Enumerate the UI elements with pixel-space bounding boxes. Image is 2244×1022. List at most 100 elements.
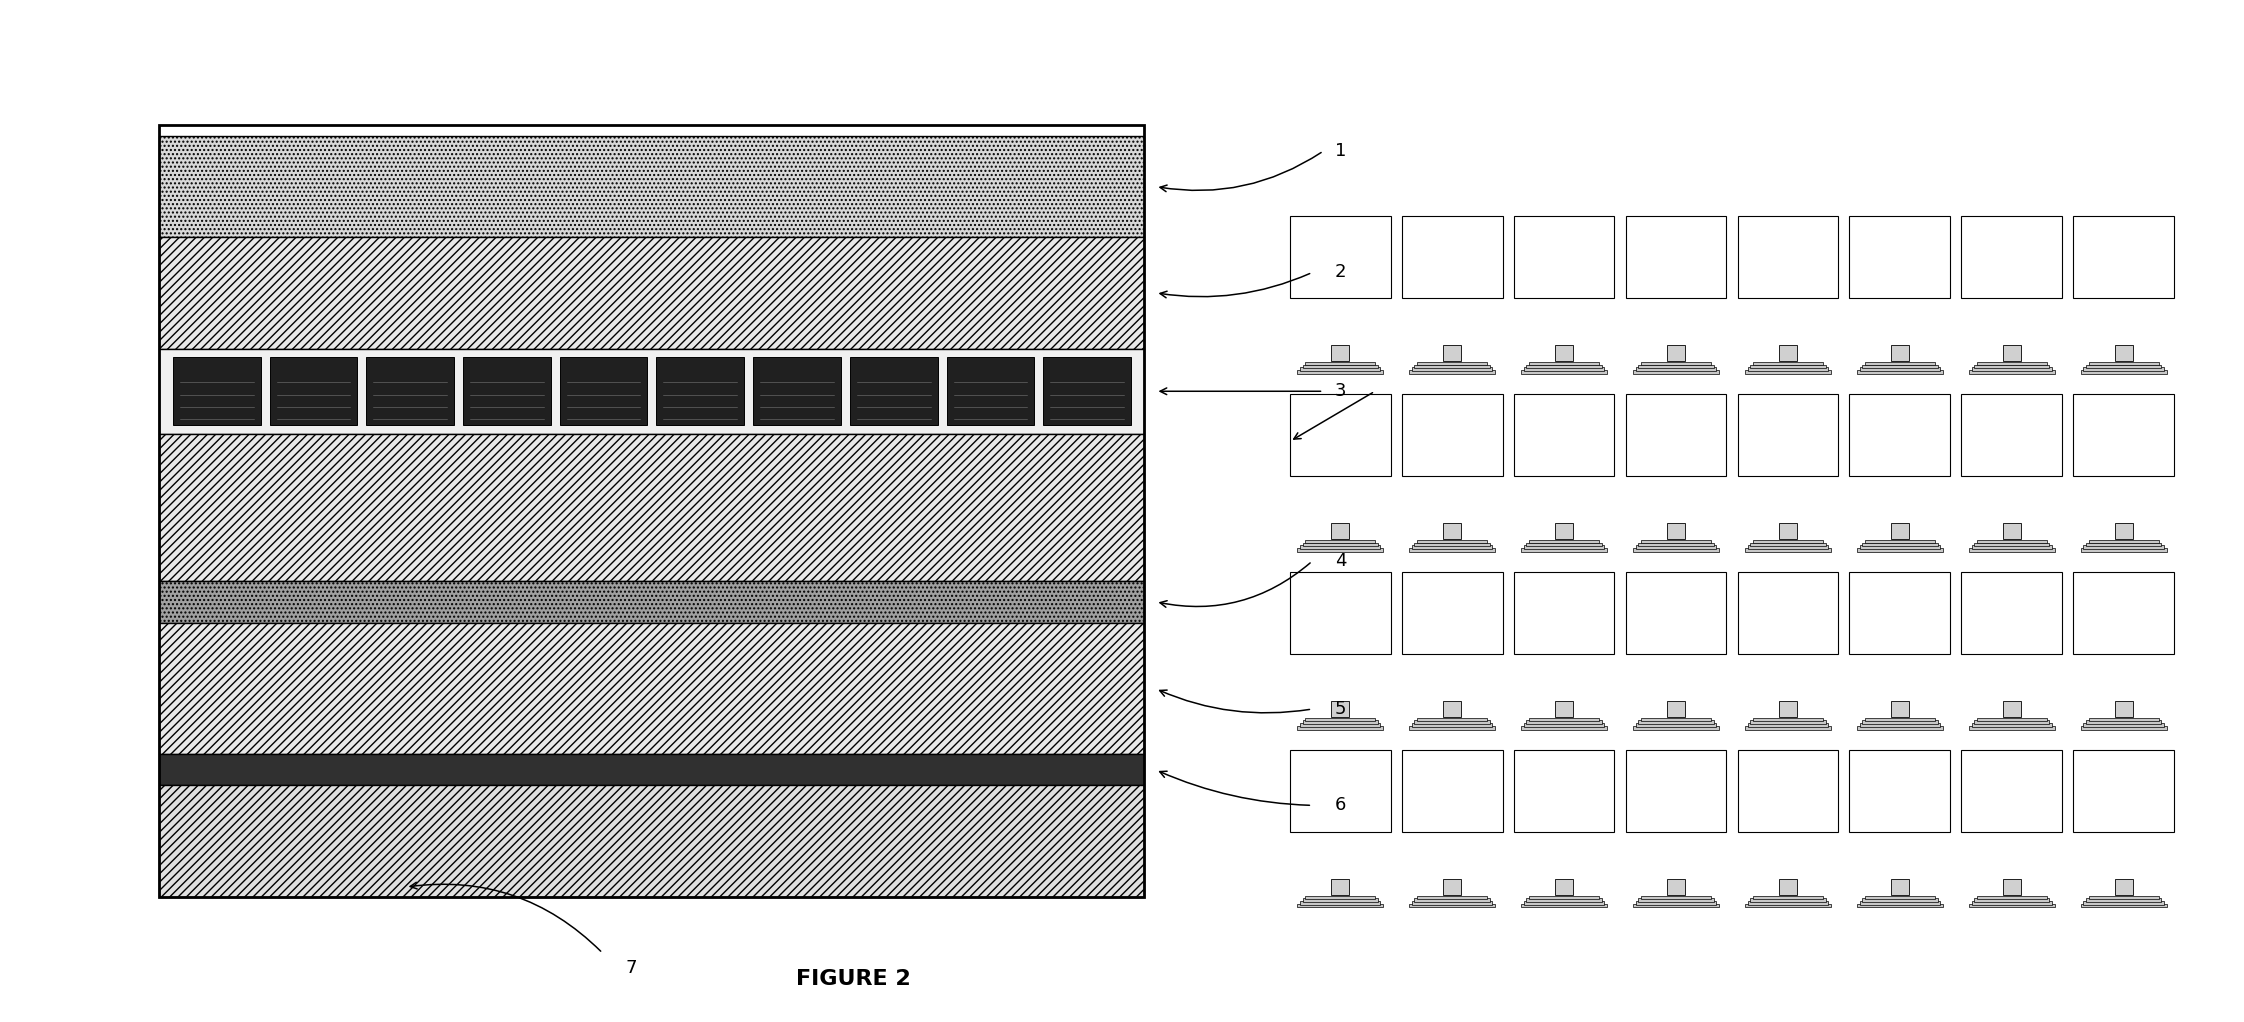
Bar	[1892, 345, 1910, 361]
Bar	[1737, 572, 1838, 654]
Bar	[1526, 721, 1602, 724]
Bar	[1290, 750, 1391, 832]
Bar	[159, 623, 1144, 754]
Bar	[1972, 724, 2051, 727]
Bar	[1977, 895, 2047, 899]
Bar	[159, 349, 1144, 433]
Bar	[1555, 523, 1573, 539]
Bar	[1779, 345, 1797, 361]
Bar	[1746, 726, 1831, 730]
Bar	[2089, 895, 2159, 899]
Bar	[1306, 540, 1376, 544]
Bar	[1750, 365, 1827, 368]
Bar	[1043, 358, 1131, 425]
Bar	[1865, 362, 1934, 366]
Bar	[1961, 217, 2062, 298]
Bar	[1299, 368, 1380, 371]
Bar	[559, 358, 649, 425]
Bar	[1636, 724, 1717, 727]
Bar	[159, 136, 1144, 237]
Bar	[1521, 726, 1607, 730]
Bar	[1746, 370, 1831, 374]
Bar	[1306, 362, 1376, 366]
Bar	[1858, 548, 1943, 552]
Bar	[2087, 898, 2161, 901]
Bar	[1865, 540, 1934, 544]
Bar	[1411, 546, 1492, 549]
Bar	[1526, 898, 1602, 901]
Bar	[1858, 370, 1943, 374]
Bar	[1892, 701, 1910, 716]
Bar	[1299, 901, 1380, 904]
Bar	[1753, 540, 1822, 544]
Bar	[1515, 572, 1613, 654]
Bar	[1892, 879, 1910, 895]
Bar	[1524, 724, 1604, 727]
Bar	[1528, 717, 1600, 722]
Bar	[1961, 750, 2062, 832]
Bar	[1443, 345, 1461, 361]
Bar	[1972, 901, 2051, 904]
Bar	[1977, 362, 2047, 366]
Bar	[462, 358, 550, 425]
Bar	[1748, 724, 1829, 727]
Bar	[1737, 394, 1838, 476]
Bar	[1865, 717, 1934, 722]
Bar	[1521, 548, 1607, 552]
Bar	[1667, 701, 1685, 716]
Bar	[1515, 217, 1613, 298]
Bar	[1863, 721, 1937, 724]
Bar	[1748, 546, 1829, 549]
Bar	[1297, 548, 1382, 552]
Bar	[1297, 903, 1382, 908]
Bar	[754, 358, 842, 425]
Bar	[1634, 548, 1719, 552]
Bar	[1779, 523, 1797, 539]
Bar	[1968, 903, 2056, 908]
Bar	[2089, 362, 2159, 366]
Bar	[1416, 717, 1488, 722]
Bar	[2002, 523, 2022, 539]
Bar	[159, 125, 1144, 897]
Bar	[1411, 901, 1492, 904]
Bar	[1299, 724, 1380, 727]
Bar	[1860, 901, 1941, 904]
Text: 1: 1	[1335, 142, 1346, 160]
Bar	[2082, 724, 2163, 727]
Bar	[1625, 750, 1726, 832]
Bar	[1640, 717, 1712, 722]
Text: 6: 6	[1335, 796, 1346, 815]
Bar	[1625, 394, 1726, 476]
Bar	[2114, 345, 2132, 361]
Bar	[1528, 895, 1600, 899]
Bar	[1331, 523, 1349, 539]
Bar	[2087, 721, 2161, 724]
Bar	[2087, 543, 2161, 546]
Bar	[1640, 895, 1712, 899]
Bar	[1638, 365, 1714, 368]
Bar	[2073, 750, 2174, 832]
Bar	[1849, 750, 1950, 832]
Bar	[850, 358, 938, 425]
Bar	[1748, 901, 1829, 904]
Bar	[1975, 365, 2049, 368]
Bar	[1402, 572, 1503, 654]
Bar	[1521, 370, 1607, 374]
Text: 2: 2	[1335, 264, 1346, 281]
Bar	[2080, 548, 2165, 552]
Bar	[1524, 368, 1604, 371]
Bar	[947, 358, 1034, 425]
Bar	[2080, 726, 2165, 730]
Bar	[1667, 523, 1685, 539]
Bar	[1411, 724, 1492, 727]
Bar	[1290, 217, 1391, 298]
Bar	[2002, 879, 2022, 895]
Bar	[1306, 895, 1376, 899]
Bar	[1975, 543, 2049, 546]
Bar	[2087, 365, 2161, 368]
Bar	[1863, 898, 1937, 901]
Text: FIGURE 2: FIGURE 2	[797, 969, 911, 988]
Bar	[2114, 879, 2132, 895]
Bar	[1750, 898, 1827, 901]
Bar	[1306, 717, 1376, 722]
